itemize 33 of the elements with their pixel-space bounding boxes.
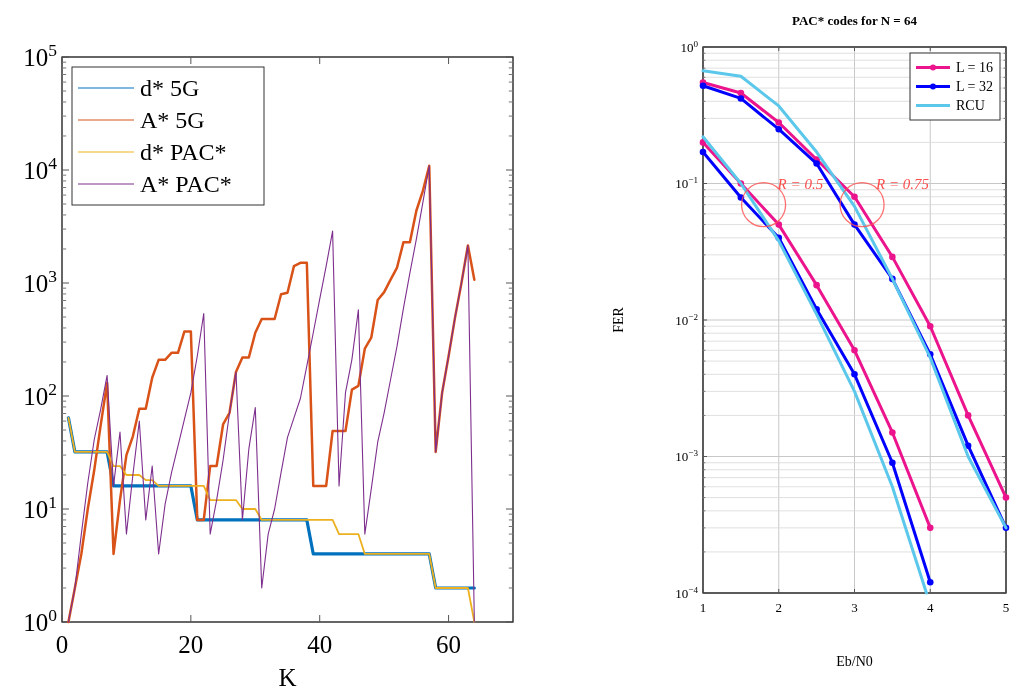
x-axis-title: K [278, 664, 297, 691]
legend-label: d* 5G [140, 75, 200, 102]
x-tick-label: 40 [307, 631, 333, 658]
x-tick-label: 2 [775, 600, 782, 615]
y-tick-label: 10$^{5}$ [23, 39, 58, 71]
x-axis-title: Eb/N0 [836, 654, 873, 669]
y-tick-label: 10$^{−4}$ [675, 584, 699, 601]
chart-title: PAC* codes for N = 64 [792, 13, 918, 28]
annotation: R = 0.5 [776, 175, 824, 192]
y-tick-label: 10$^{−1}$ [675, 175, 698, 192]
y-axis-title: FER [611, 306, 626, 333]
y-tick-label: 10$^{0}$ [23, 604, 58, 636]
legend-label: d* PAC* [140, 139, 227, 166]
x-tick-label: 20 [178, 631, 204, 658]
y-tick-label: 10$^{1}$ [23, 491, 57, 523]
legend-label: RCU [956, 98, 985, 114]
x-tick-label: 3 [851, 600, 858, 615]
legend-label: L = 16 [956, 60, 993, 76]
y-tick-label: 10$^{−2}$ [675, 311, 699, 328]
annotation: R = 0.75 [875, 175, 930, 192]
x-tick-label: 60 [436, 631, 462, 658]
y-tick-label: 10$^{3}$ [23, 265, 58, 297]
legend-label: A* PAC* [140, 171, 232, 198]
x-tick-label: 1 [699, 600, 707, 615]
x-tick-label: 5 [1002, 600, 1010, 615]
y-tick-label: 10$^{2}$ [23, 378, 57, 410]
x-tick-label: 0 [55, 631, 69, 658]
x-tick-label: 4 [927, 600, 934, 615]
y-tick-label: 10$^{4}$ [23, 152, 58, 184]
legend-label: L = 32 [956, 79, 993, 95]
y-tick-label: 10$^{−3}$ [675, 448, 699, 465]
y-tick-label: 10$^{0}$ [680, 38, 699, 55]
legend-label: A* 5G [140, 107, 205, 134]
